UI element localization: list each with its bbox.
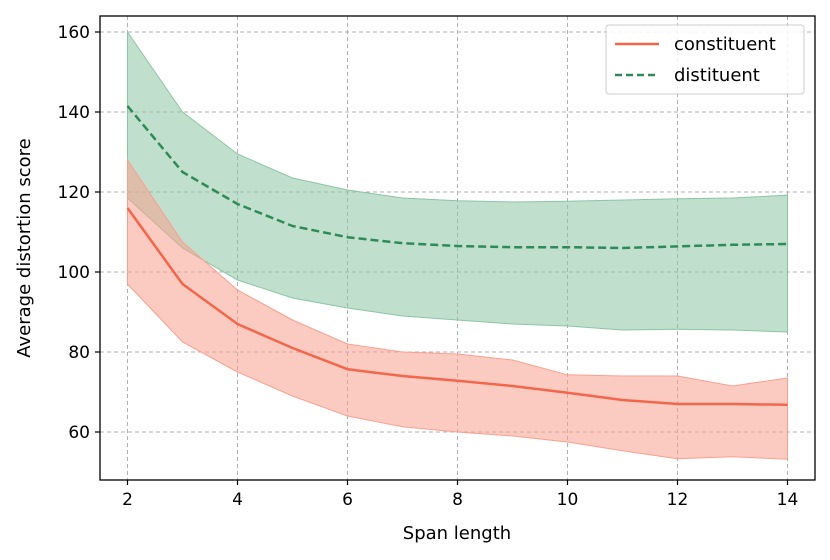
legend-box [605, 24, 805, 95]
series-line-constituent [126, 207, 788, 407]
legend-label-constituent: constituent [674, 34, 776, 55]
x-tick-label: 4 [232, 490, 243, 510]
y-axis-title: Average distortion score [14, 138, 35, 357]
x-tick-label: 8 [452, 490, 463, 510]
confidence-bands [127, 30, 788, 460]
x-tick-label: 10 [557, 490, 579, 510]
y-tick-label: 160 [58, 23, 90, 43]
x-tick-label: 12 [667, 490, 689, 510]
x-tick-label: 6 [342, 490, 353, 510]
legend-label-distituent: distituent [674, 65, 760, 86]
y-tick-label: 80 [68, 343, 90, 363]
x-axis-title: Span length [403, 523, 511, 544]
y-tick-label: 120 [58, 183, 90, 203]
y-tick-label: 140 [58, 103, 90, 123]
series-line-distituent [126, 105, 788, 250]
band-constituent [127, 158, 788, 460]
axis-ticks: 2 4 6 8 10 12 14 60 80 100 120 140 160 [58, 23, 799, 510]
legend: constituent distituent [605, 24, 805, 95]
x-tick-label: 2 [122, 490, 133, 510]
series-lines [126, 105, 788, 407]
y-tick-label: 60 [68, 423, 90, 443]
x-tick-label: 14 [777, 490, 799, 510]
y-tick-label: 100 [58, 263, 90, 283]
band-distituent [127, 30, 788, 333]
